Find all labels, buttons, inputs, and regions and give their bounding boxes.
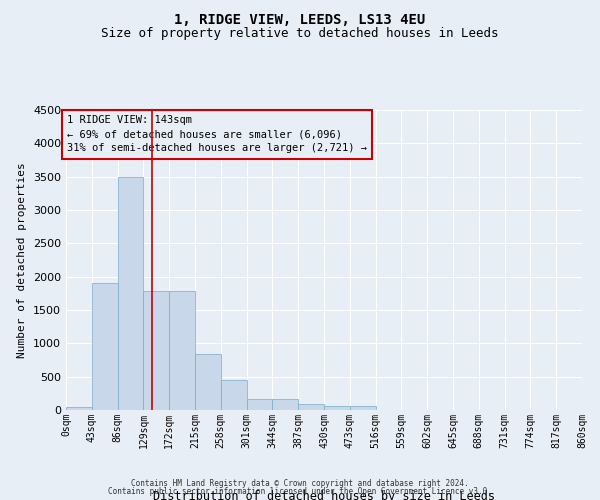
Text: 1 RIDGE VIEW: 143sqm
← 69% of detached houses are smaller (6,096)
31% of semi-de: 1 RIDGE VIEW: 143sqm ← 69% of detached h… bbox=[67, 116, 367, 154]
Bar bbox=[195, 354, 221, 410]
Bar bbox=[272, 400, 298, 410]
Bar bbox=[221, 380, 247, 410]
Text: Size of property relative to detached houses in Leeds: Size of property relative to detached ho… bbox=[101, 28, 499, 40]
Bar bbox=[66, 406, 92, 410]
Text: Contains public sector information licensed under the Open Government Licence v3: Contains public sector information licen… bbox=[108, 487, 492, 496]
Bar bbox=[324, 406, 350, 410]
Bar bbox=[118, 176, 143, 410]
Text: Contains HM Land Registry data © Crown copyright and database right 2024.: Contains HM Land Registry data © Crown c… bbox=[131, 478, 469, 488]
Y-axis label: Number of detached properties: Number of detached properties bbox=[17, 162, 28, 358]
Bar bbox=[169, 292, 195, 410]
Text: 1, RIDGE VIEW, LEEDS, LS13 4EU: 1, RIDGE VIEW, LEEDS, LS13 4EU bbox=[175, 12, 425, 26]
Bar bbox=[350, 406, 376, 410]
Bar bbox=[298, 404, 324, 410]
Bar bbox=[92, 284, 118, 410]
Bar bbox=[247, 398, 272, 410]
Bar bbox=[143, 292, 169, 410]
X-axis label: Distribution of detached houses by size in Leeds: Distribution of detached houses by size … bbox=[153, 490, 495, 500]
